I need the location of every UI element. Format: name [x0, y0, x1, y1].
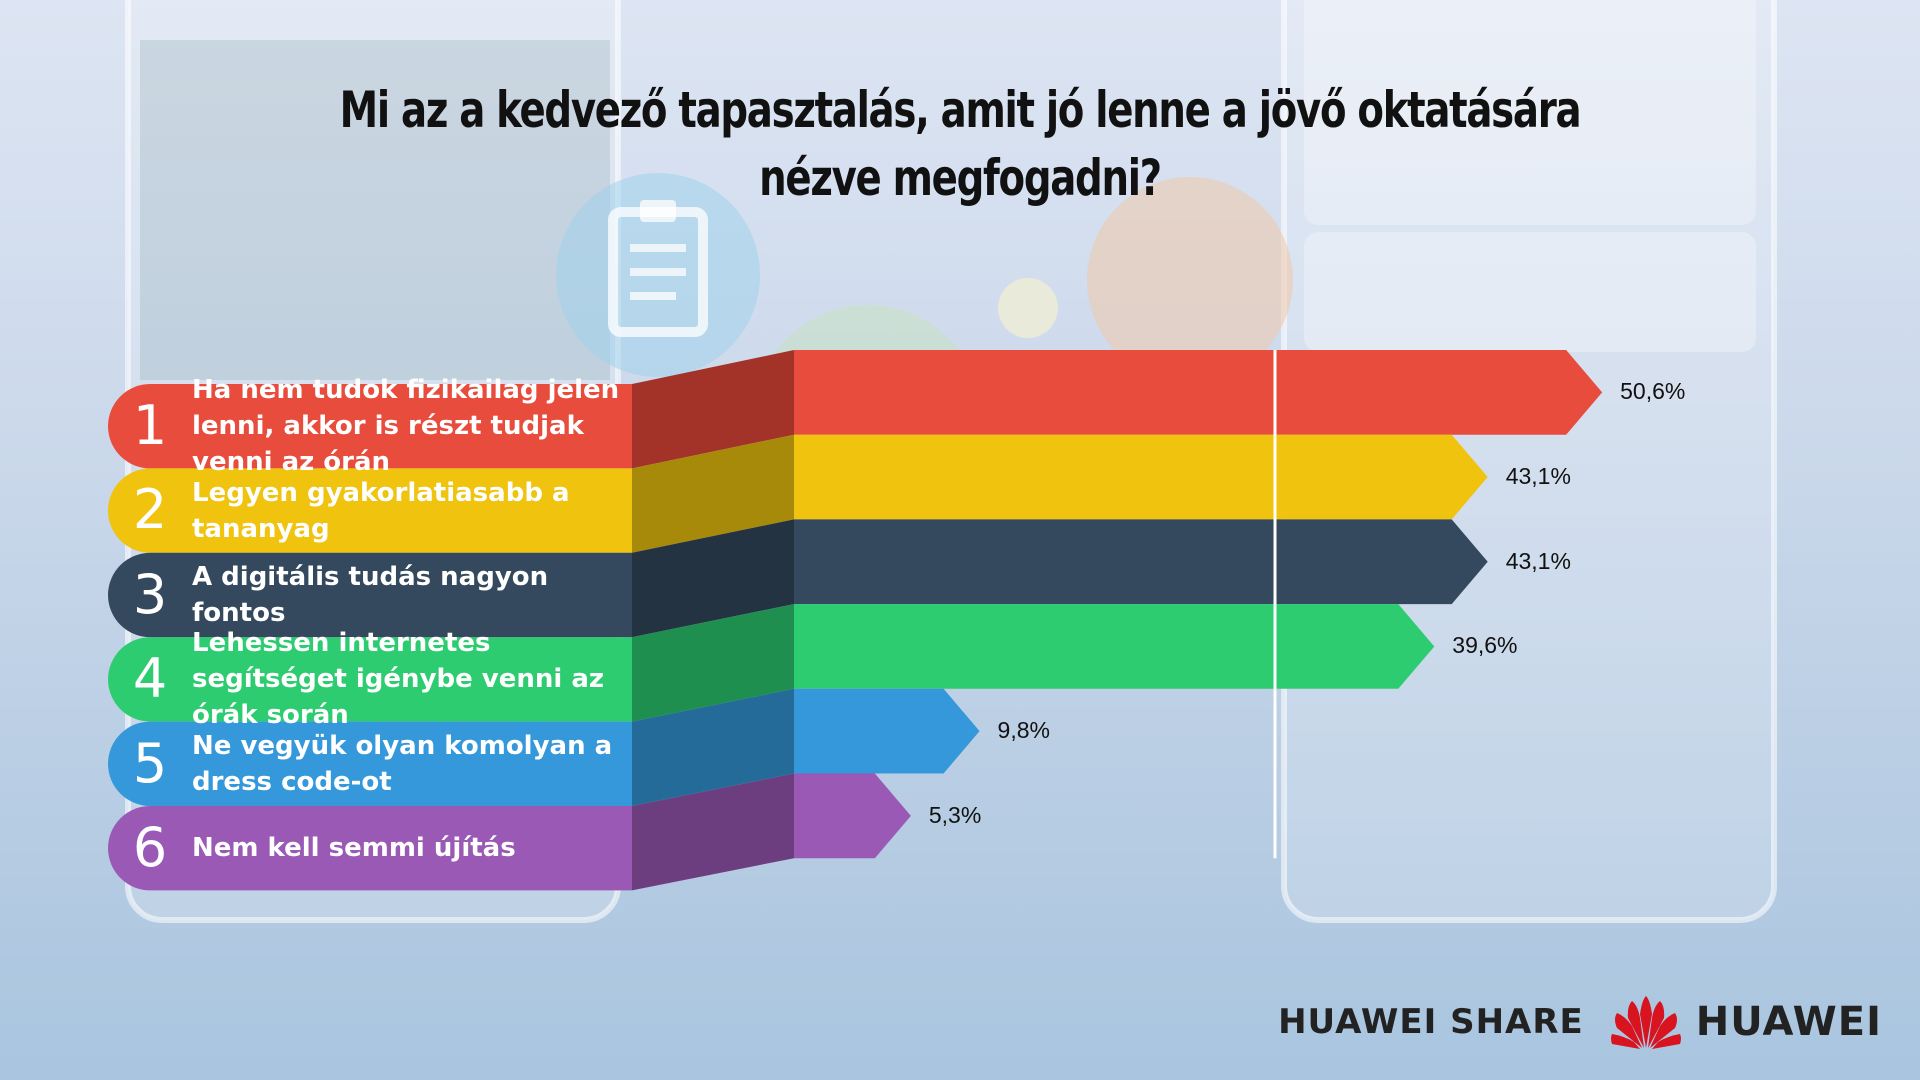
rank-number: 2	[132, 478, 168, 542]
label-block	[107, 384, 632, 469]
bar-connector	[632, 604, 794, 722]
category-label: A digitális tudás nagyon fontos	[192, 561, 549, 628]
bar-connector	[632, 688, 794, 806]
bar	[794, 773, 911, 859]
label-block	[107, 552, 632, 638]
label-block	[107, 721, 632, 806]
product-name: HUAWEI SHARE	[1278, 1002, 1584, 1042]
huawei-logo-icon	[1610, 996, 1681, 1049]
bar	[794, 434, 1488, 520]
footer: HUAWEI SHARE HUAWEI	[1278, 994, 1882, 1050]
value-label: 39,6%	[1452, 632, 1518, 659]
bar	[794, 688, 980, 774]
value-label: 43,1%	[1505, 463, 1571, 490]
bar	[794, 519, 1488, 605]
bar	[794, 604, 1435, 689]
value-label: 9,8%	[997, 717, 1050, 744]
rank-number: 6	[132, 816, 168, 879]
bar-connector	[632, 350, 794, 469]
bar-connector	[632, 773, 794, 891]
category-label: Ne vegyük olyan komolyan a dress code-ot	[192, 730, 613, 797]
value-label: 50,6%	[1620, 378, 1686, 405]
value-label: 43,1%	[1505, 547, 1571, 574]
label-block	[107, 468, 632, 553]
category-label: Ha nem tudok fizikailag jelen lenni, akk…	[192, 375, 620, 478]
rank-number: 5	[132, 731, 168, 795]
bar-connector	[632, 519, 794, 638]
bar	[794, 350, 1603, 435]
category-label: Nem kell semmi újítás	[192, 833, 516, 864]
value-label: 5,3%	[928, 801, 982, 828]
label-block	[107, 637, 632, 722]
page-title: Mi az a kedvező tapasztalás, amit jó len…	[339, 81, 1582, 207]
rank-number: 3	[132, 562, 168, 626]
rank-number: 4	[132, 647, 168, 711]
label-block	[107, 806, 632, 891]
brand-name: HUAWEI	[1695, 999, 1882, 1045]
category-label: Legyen gyakorlatiasabb a tananyag	[192, 477, 570, 544]
bar-connector	[632, 434, 794, 553]
category-label: Lehessen internetes segítséget igénybe v…	[192, 628, 605, 731]
rank-number: 1	[132, 394, 168, 457]
